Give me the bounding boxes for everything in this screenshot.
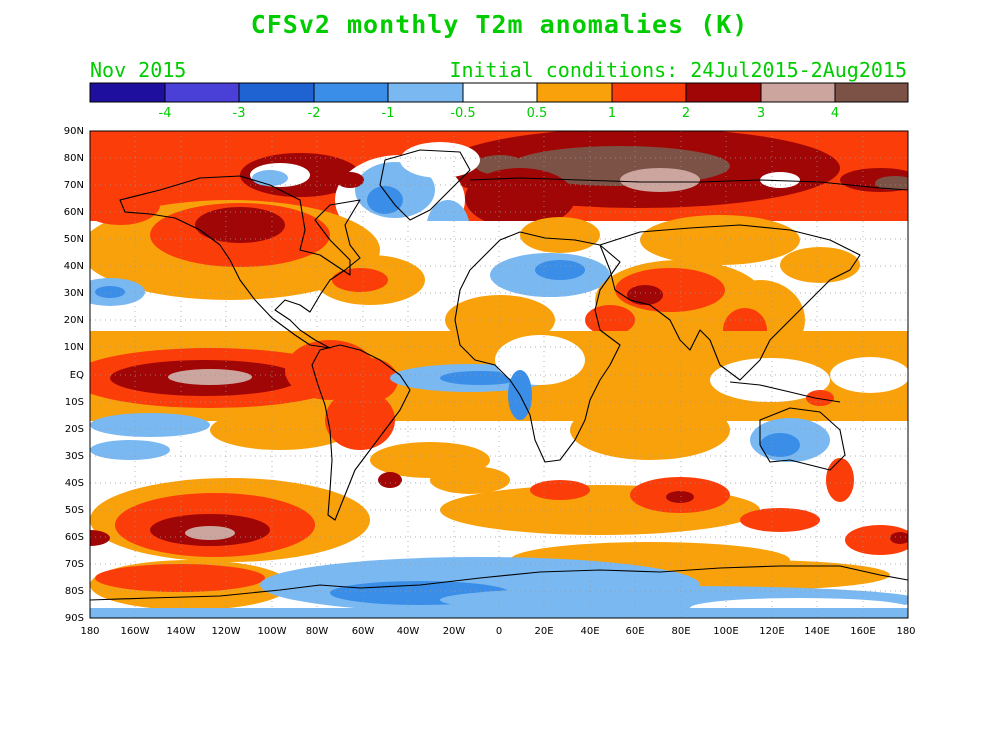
lon-label: 120E [759,626,784,637]
lon-label: 20W [443,626,466,637]
lon-label: 140W [167,626,196,637]
colorbar-label: 1 [608,106,616,121]
asia-coast [599,224,861,381]
lon-label: 80W [306,626,329,637]
lon-label: 40W [397,626,420,637]
colorbar-label: -4 [159,106,172,121]
lat-label: 60N [64,207,84,218]
coastlines [90,149,908,601]
lat-label: 80S [65,586,84,597]
colorbar-label: -1 [382,106,395,121]
colorbar-box-7 [537,83,612,102]
australia-coast [759,407,846,471]
colorbar-label: 0.5 [527,106,548,121]
lon-label: 120W [212,626,241,637]
lat-label: 50N [64,234,84,245]
lat-label: 70S [65,559,84,570]
lat-label: 70N [64,180,84,191]
lon-label: 60W [352,626,375,637]
forecast-month: Nov 2015 [90,58,187,82]
colorbar-box-2 [165,83,239,102]
lat-label: 10N [64,342,84,353]
lon-label: 40E [580,626,599,637]
colorbar-box-3 [239,83,314,102]
eurasia-north-coast [469,177,908,191]
colorbar-box-11 [835,83,908,102]
lat-label: 20N [64,315,84,326]
lon-label: 160E [850,626,875,637]
antarctica-coast [90,565,908,601]
lon-label: 100W [258,626,287,637]
lat-label: 20S [65,424,84,435]
lon-label: 60E [625,626,644,637]
colorbar-box-1 [90,83,165,102]
lat-label: 90S [65,613,84,624]
lon-label: 140E [804,626,829,637]
colorbar-box-9 [686,83,761,102]
south-america-coast [311,344,411,521]
lat-label: 90N [64,126,84,137]
north-america-coast [119,175,361,349]
colorbar-box-5 [388,83,463,102]
map-frame [89,130,909,619]
indonesia-coast [729,381,841,403]
lat-label: 40S [65,478,84,489]
colorbar-label: -2 [308,106,321,121]
lon-label: 20E [534,626,553,637]
lat-label: 80N [64,153,84,164]
colorbar-label: 4 [831,106,839,121]
initial-conditions: Initial conditions: 24Jul2015-2Aug2015 [449,58,907,82]
map-title: CFSv2 monthly T2m anomalies (K) [250,10,749,39]
colorbar-label: 3 [757,106,765,121]
lat-label: 40N [64,261,84,272]
colorbar: -4 -3 -2 -1 -0.5 0.5 1 2 3 4 [89,82,909,121]
colorbar-label: 2 [682,106,690,121]
lat-label: 30N [64,288,84,299]
lon-label: 0 [496,626,502,637]
lon-label: 180 [80,626,99,637]
colorbar-label: -0.5 [450,106,475,121]
colorbar-box-6 [463,83,537,102]
africa-europe-coast [454,231,621,463]
greenland-coast [379,149,471,221]
lat-label: 10S [65,397,84,408]
lon-label: 80E [671,626,690,637]
lat-label: 60S [65,532,84,543]
anomaly-field [90,131,908,618]
colorbar-box-8 [612,83,686,102]
colorbar-box-10 [761,83,835,102]
lon-label: 160W [121,626,150,637]
latitude-axis: 90N 80N 70N 60N 50N 40N 30N 20N 10N EQ 1… [64,126,84,624]
grid-lines [90,131,908,618]
lat-label: 50S [65,505,84,516]
lon-label: 100E [713,626,738,637]
lon-label: 180 [896,626,915,637]
lat-label: 30S [65,451,84,462]
colorbar-label: -3 [233,106,246,121]
longitude-axis: 180 160W 140W 120W 100W 80W 60W 40W 20W … [80,626,915,637]
lat-label: EQ [70,370,84,381]
colorbar-box-4 [314,83,388,102]
